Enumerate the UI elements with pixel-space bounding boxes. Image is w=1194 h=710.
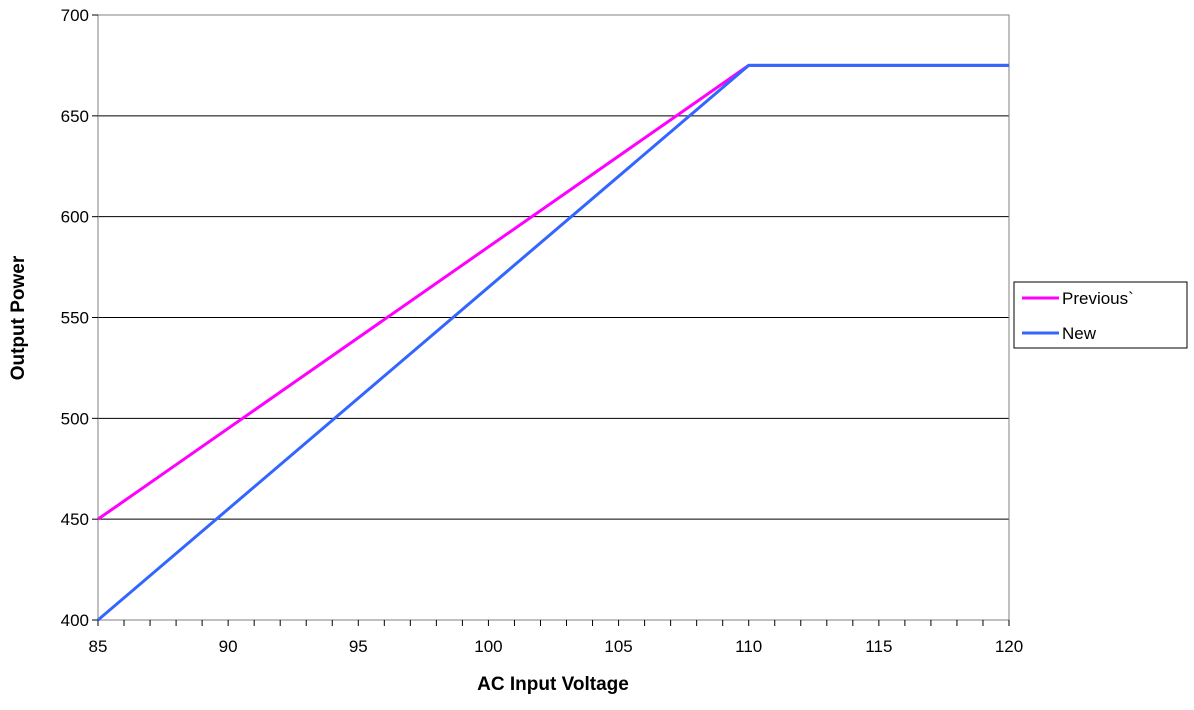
y-tick-label: 550 [61, 309, 89, 328]
y-tick-label: 650 [61, 107, 89, 126]
y-tick-label: 500 [61, 409, 89, 428]
x-tick-label: 110 [735, 637, 762, 656]
y-axis-title: Output Power [8, 255, 29, 380]
y-tick-label: 600 [61, 208, 89, 227]
legend: Previous` New [1013, 281, 1188, 349]
x-tick-label: 105 [604, 637, 632, 656]
y-tick-label: 400 [61, 611, 89, 630]
series-lines [97, 63, 1009, 622]
x-tick-label: 115 [865, 637, 892, 656]
y-tick-label: 450 [61, 510, 89, 529]
gridlines [98, 115, 1009, 520]
x-tick-label: 85 [89, 637, 108, 656]
series-line-previous [97, 63, 1009, 521]
x-tick-label: 120 [995, 637, 1023, 656]
x-tick-label: 95 [349, 637, 368, 656]
y-tick-label: 700 [61, 6, 89, 25]
series-line-new [97, 63, 1009, 622]
legend-label-new: New [1062, 324, 1097, 343]
legend-label-previous: Previous` [1062, 289, 1134, 308]
x-axis-title: AC Input Voltage [477, 674, 629, 695]
legend-box [1013, 281, 1188, 349]
x-tick-label: 90 [219, 637, 238, 656]
axis-ticks [92, 14, 1010, 626]
x-tick-label: 100 [474, 637, 502, 656]
